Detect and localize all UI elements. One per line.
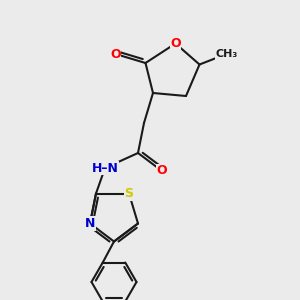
Text: S: S [124,187,134,200]
Text: N: N [85,217,95,230]
Text: O: O [110,47,121,61]
Text: CH₃: CH₃ [215,49,238,59]
Text: O: O [170,37,181,50]
Text: H–N: H–N [92,161,118,175]
Text: O: O [157,164,167,178]
